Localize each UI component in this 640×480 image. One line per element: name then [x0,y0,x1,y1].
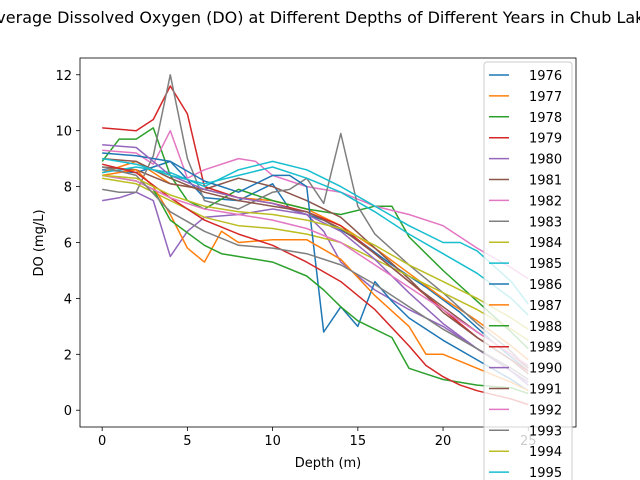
series-line-1995 [102,157,529,316]
legend-label-1995: 1995 [529,466,562,480]
legend-label-1980: 1980 [529,153,562,168]
series-line-1988 [102,174,529,395]
y-tick-label: 8 [64,181,72,196]
x-axis-ticks: 0510152025 [98,427,537,449]
series-line-1992 [102,174,529,367]
legend-label-1987: 1987 [529,299,562,314]
legend-label-1986: 1986 [529,278,562,293]
series-line-1985 [102,160,529,305]
series-line-1993 [102,166,529,381]
series-line-1990 [102,143,529,383]
series-line-1984 [102,177,529,341]
legend-label-1989: 1989 [529,341,562,356]
y-axis-label: DO (mg/L) [32,209,47,276]
series-lines [101,74,529,406]
legend: 1976 1977 1978 1979 1980 1981 1982 1983 1984 1985… [483,61,573,480]
x-axis-label: Depth (m) [295,456,362,471]
legend-label-1993: 1993 [529,424,562,439]
legend-label-1984: 1984 [529,236,562,251]
legend-label-1979: 1979 [529,132,562,147]
legend-label-1985: 1985 [529,257,562,272]
x-tick-label: 0 [98,434,106,449]
x-tick-label: 5 [183,434,191,449]
y-tick-label: 0 [64,404,72,419]
legend-label-1988: 1988 [529,320,562,335]
y-axis-ticks: 0 2 4 6 8 10 12 [55,69,80,419]
legend-label-1992: 1992 [529,403,562,418]
y-tick-label: 6 [64,237,72,252]
legend-box [483,61,573,480]
series-line-1989 [102,163,529,406]
y-tick-label: 4 [64,292,72,307]
legend-label-1990: 1990 [529,362,562,377]
series-line-1979 [102,85,529,372]
series-line-1981 [102,166,529,375]
x-tick-label: 20 [435,434,452,449]
series-line-1994 [102,174,529,330]
x-tick-label: 10 [264,434,281,449]
legend-label-1978: 1978 [529,111,562,126]
legend-label-1994: 1994 [529,445,562,460]
y-tick-label: 2 [64,348,72,363]
series-line-1986 [102,152,529,392]
y-tick-label: 12 [55,69,72,84]
series-line-1983 [102,74,529,369]
chart-title: Average Dissolved Oxygen (DO) at Differe… [0,8,640,27]
legend-label-1983: 1983 [529,215,562,230]
legend-label-1981: 1981 [529,174,562,189]
legend-label-1976: 1976 [529,69,562,84]
legend-label-1977: 1977 [529,90,562,105]
series-line-1978 [101,127,529,350]
legend-label-1982: 1982 [529,194,562,209]
y-tick-label: 10 [55,125,72,140]
legend-label-1991: 1991 [529,383,562,398]
x-tick-label: 15 [350,434,367,449]
